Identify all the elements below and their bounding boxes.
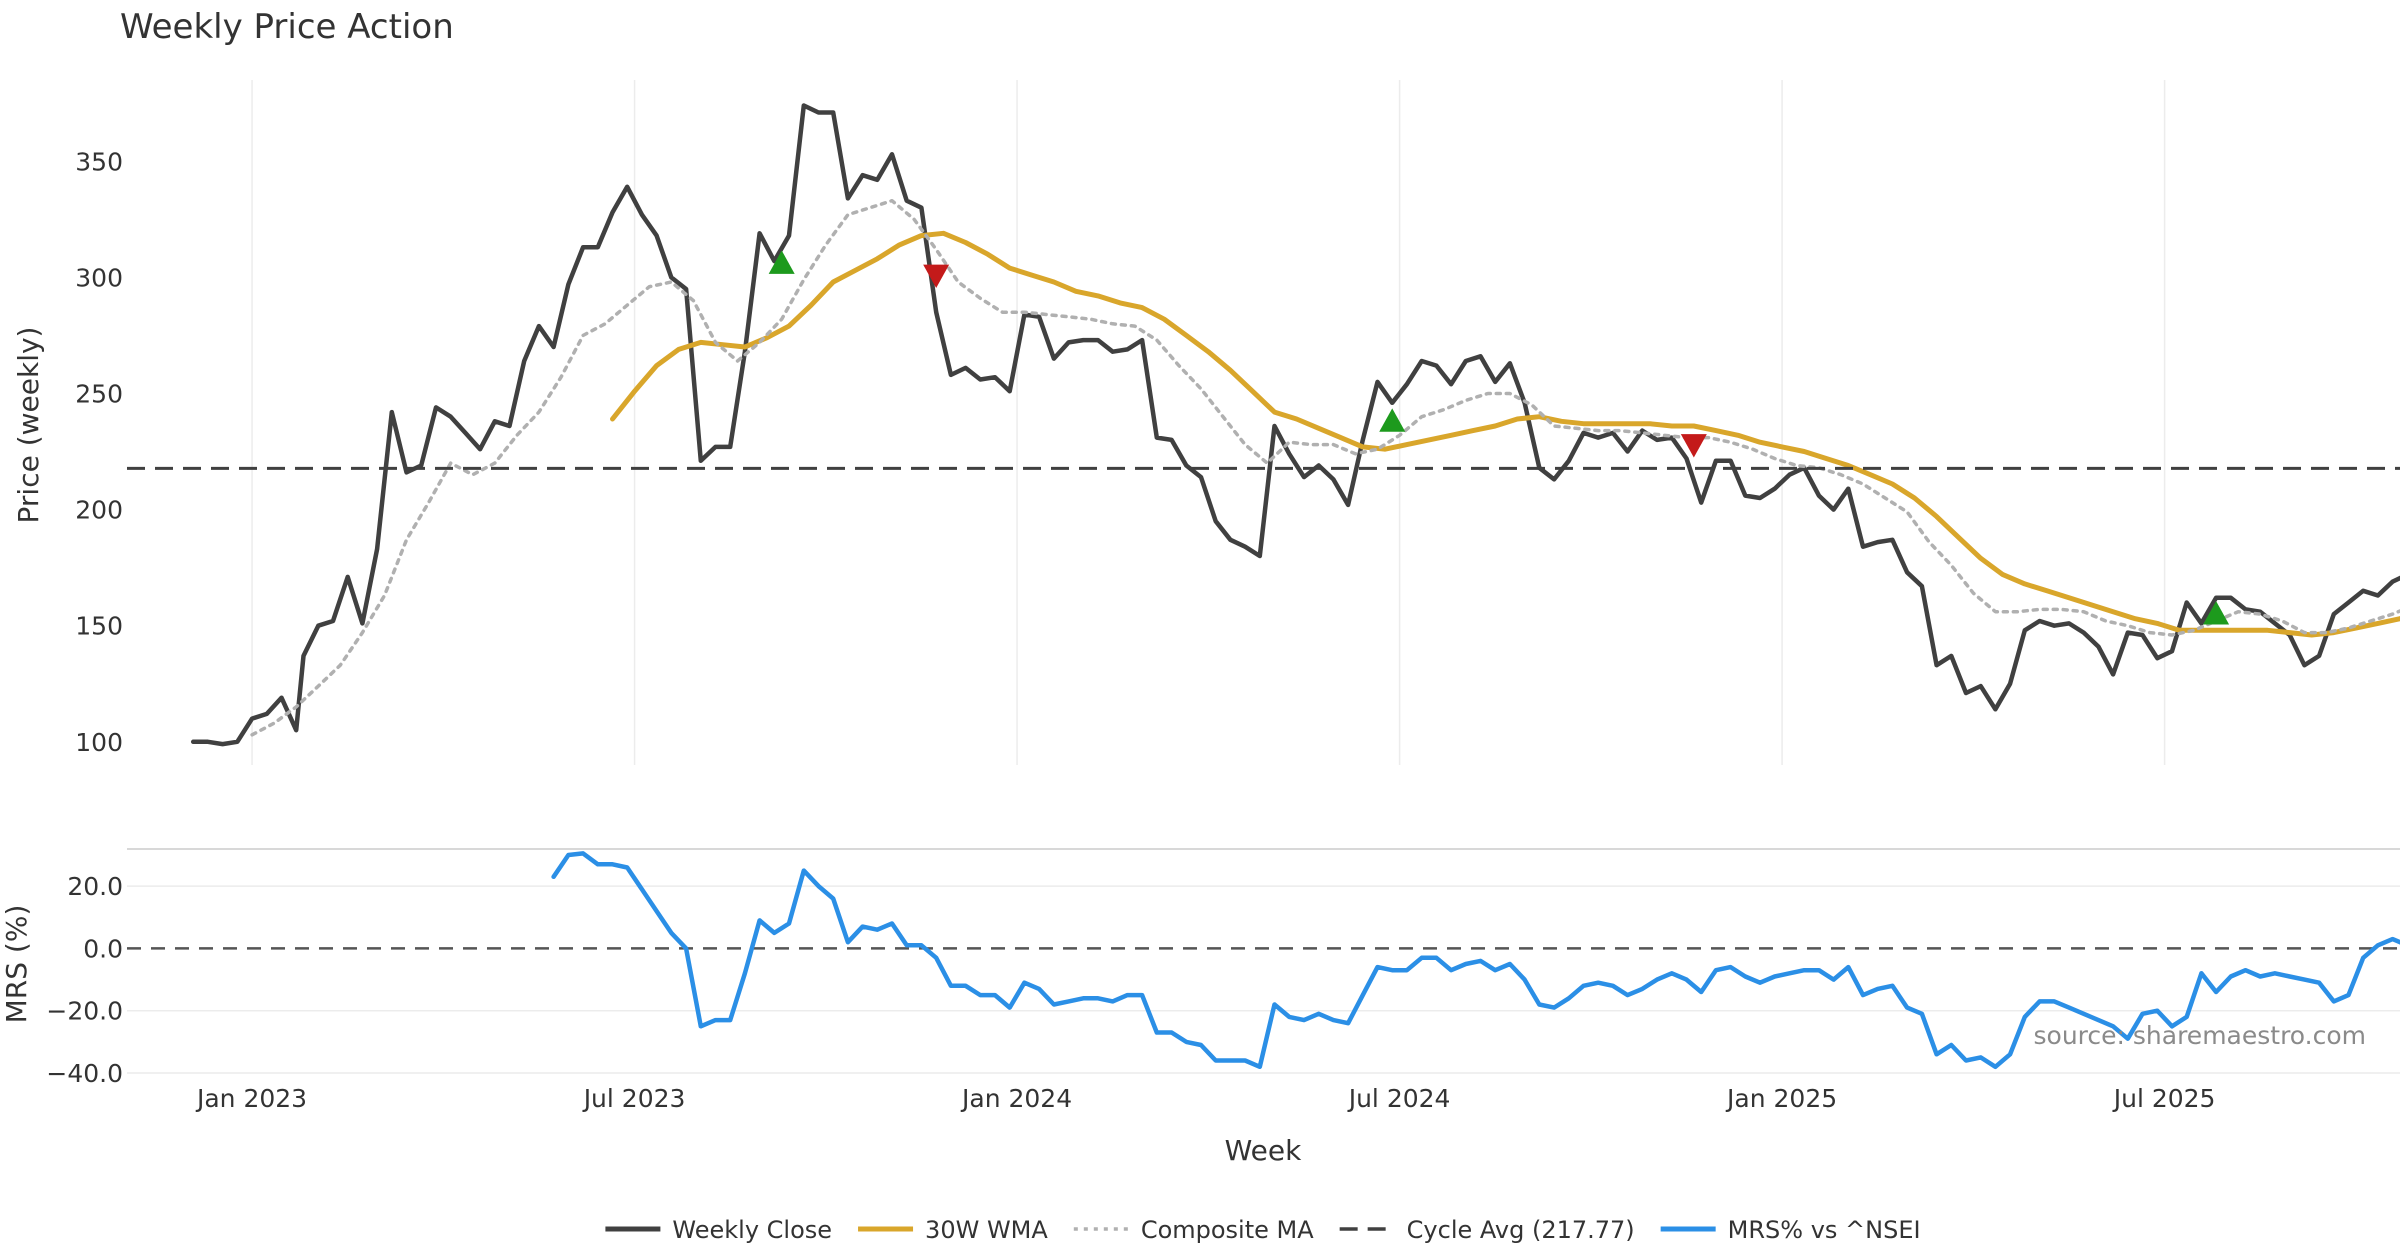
signal-markers	[768, 250, 2230, 625]
price-y-tick-200: 200	[75, 496, 123, 525]
x-tick-1: Jul 2023	[582, 1084, 686, 1113]
source-note: source: sharemaestro.com	[2034, 1021, 2367, 1050]
series-mrs-vs-nsei	[551, 851, 2400, 1070]
price-y-tick-250: 250	[75, 379, 123, 408]
mrs-series	[551, 851, 2400, 1070]
x-tick-5: Jul 2025	[2112, 1084, 2216, 1113]
sell-signal-marker-1	[923, 264, 950, 289]
price-y-tick-350: 350	[75, 147, 123, 176]
series-weekly-close	[190, 103, 2400, 747]
legend-label-3: Cycle Avg (217.77)	[1407, 1216, 1635, 1244]
buy-signal-marker-0	[768, 250, 795, 274]
chart-title: Weekly Price Action	[120, 7, 454, 47]
price-y-tick-150: 150	[75, 612, 123, 641]
legend-label-4: MRS% vs ^NSEI	[1728, 1216, 1921, 1244]
mrs-y-tick-2: −20.0	[46, 997, 123, 1026]
mrs-y-ticks: 20.0 0.0 −20.0 −40.0	[46, 872, 123, 1088]
price-y-tick-300: 300	[75, 263, 123, 292]
series-composite-ma	[250, 198, 2400, 737]
price-series	[127, 103, 2400, 747]
mrs-y-tick-3: −40.0	[46, 1059, 123, 1088]
x-tick-3: Jul 2024	[1347, 1084, 1451, 1113]
price-panel-grid	[251, 80, 2166, 765]
x-tick-0: Jan 2023	[195, 1084, 307, 1113]
price-y-ticks: 100 150 200 250 300 350	[75, 147, 123, 757]
price-y-tick-100: 100	[75, 728, 123, 757]
x-tick-2: Jan 2024	[960, 1084, 1072, 1113]
mrs-y-axis-label: MRS (%)	[0, 905, 33, 1024]
buy-signal-marker-2	[1379, 408, 1406, 432]
legend-label-1: 30W WMA	[925, 1216, 1048, 1244]
mrs-y-tick-1: 0.0	[83, 934, 123, 963]
buy-signal-marker-4	[2203, 601, 2230, 625]
mrs-y-tick-0: 20.0	[67, 872, 123, 901]
mrs-panel-grid	[127, 885, 2400, 1074]
sell-signal-marker-3	[1680, 434, 1707, 458]
x-axis-label: Week	[1225, 1134, 1302, 1167]
price-y-axis-label: Price (weekly)	[12, 327, 45, 524]
legend-label-0: Weekly Close	[672, 1216, 832, 1244]
x-tick-4: Jan 2025	[1725, 1084, 1837, 1113]
x-tick-labels: Jan 2023 Jul 2023 Jan 2024 Jul 2024 Jan 2025…	[195, 1084, 2215, 1113]
legend: Weekly Close 30W WMA Composite MA Cycle Avg…	[605, 1216, 1921, 1244]
legend-label-2: Composite MA	[1141, 1216, 1314, 1244]
